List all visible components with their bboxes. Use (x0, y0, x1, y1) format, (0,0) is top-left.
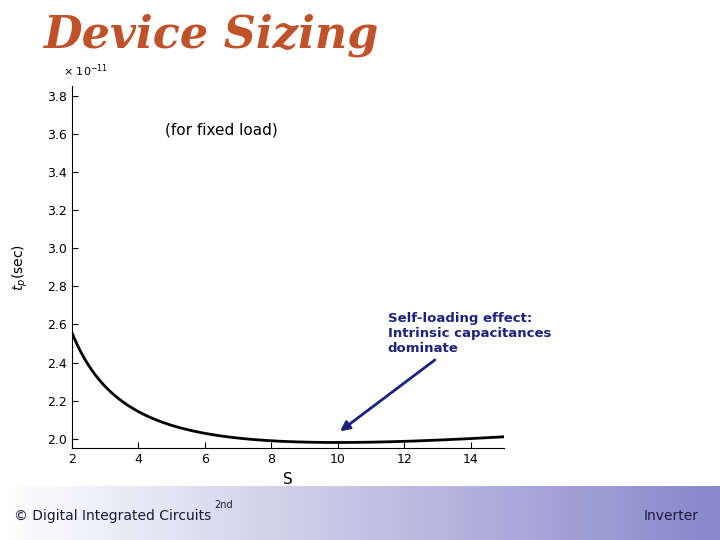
Text: Inverter: Inverter (644, 509, 698, 523)
Text: Self-loading effect:
Intrinsic capacitances
dominate: Self-loading effect: Intrinsic capacitan… (343, 313, 551, 429)
Text: © Digital Integrated Circuits: © Digital Integrated Circuits (14, 509, 212, 523)
Text: Device Sizing: Device Sizing (43, 14, 379, 57)
X-axis label: S: S (283, 471, 293, 487)
Text: $\times\ 10^{-11}$: $\times\ 10^{-11}$ (63, 63, 108, 79)
Text: $t_p$(sec): $t_p$(sec) (11, 244, 30, 291)
Text: (for fixed load): (for fixed load) (165, 122, 278, 137)
Text: 2nd: 2nd (215, 500, 233, 510)
